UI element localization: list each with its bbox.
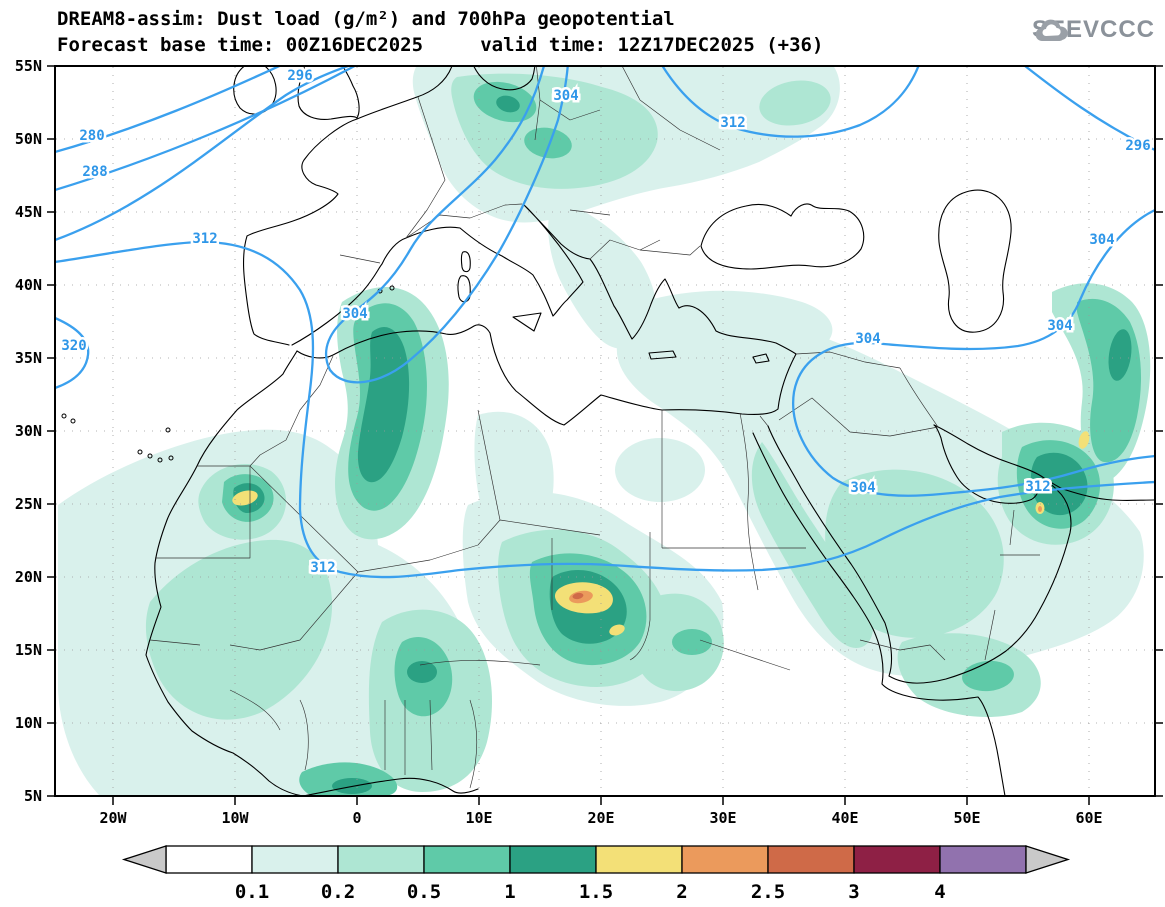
lon-label: 60E [1075,809,1102,827]
lat-label: 20N [15,568,42,586]
cyprus [752,353,770,364]
seevccc-logo: SEEVCCC [1032,16,1155,44]
geopotential-label: 304 [850,480,875,496]
colorbar-cell [681,845,769,874]
lon-label: 40E [831,809,858,827]
coastline-path [305,777,479,795]
nile-river [739,412,759,591]
geopotential-label: 296 [1125,138,1150,154]
lon-label: 0 [352,809,361,827]
colorbar-cell [337,845,425,874]
corsica [460,251,471,273]
lat-label: 35N [15,349,42,367]
contour-320 [56,317,90,389]
caspian-sea [938,189,1012,333]
colorbar-cell [509,845,597,874]
lat-label: 5N [24,787,42,805]
geopotential-labels: 280 288 296 304 312 296 312 304 320 304 304 304 304 3… [59,67,1153,579]
lon-label: 10W [221,809,249,827]
lon-label: 10E [465,809,492,827]
geopotential-label: 280 [79,128,104,144]
colorbar-label: 0.2 [321,881,355,903]
dust-level-2.5 [572,592,584,600]
colorbar-cell [595,845,683,874]
colorbar-label: 0.5 [407,881,441,903]
chart-title: DREAM8-assim: Dust load (g/m²) and 700hP… [57,8,675,30]
geopotential-label: 304 [553,88,578,104]
lon-label: 30E [709,809,736,827]
colorbar-cell [251,845,339,874]
sicily [512,312,542,332]
contour-296 [56,67,349,241]
baltic [473,67,536,91]
geopotential-label: 288 [82,164,107,180]
axis-labels: 55N 50N 45N 40N 35N 30N 25N 20N 15N 10N 5N 20W 10W 0 1… [15,57,1103,827]
coastline-path [752,432,1006,795]
contour-304-trough [325,67,569,384]
chart-subtitle: Forecast base time: 00Z16DEC2025 valid t… [57,34,824,56]
coastlines [61,67,1154,795]
colorbar-cell [767,845,855,874]
colorbar-label: 3 [848,881,859,903]
colorbar-arrow-left [121,845,167,874]
colorbar-label: 1.5 [579,881,613,903]
axis-ticks [47,65,1163,805]
colorbar-legend: 0.1 0.2 0.5 1 1.5 2 2.5 3 4 [121,845,1071,903]
dust-load-fills [58,67,1151,795]
colorbar-arrow-right [1025,845,1071,874]
contour-304-east-loop [792,209,1154,497]
geopotential-label: 312 [310,560,335,576]
contour-312-north [661,67,920,138]
geopotential-label: 304 [1047,318,1072,334]
coastline-path [242,67,453,346]
geopotential-label: 304 [1089,232,1114,248]
colorbar-cell [165,845,253,874]
country-borders [149,67,1040,789]
lat-label: 50N [15,130,42,148]
colorbar-label: 4 [934,881,945,903]
geopotential-contours [56,67,1154,579]
lat-label: 40N [15,276,42,294]
colorbar-cell [939,845,1027,874]
lon-label: 50E [953,809,980,827]
lon-label: 20E [587,809,614,827]
geopotential-label: 312 [192,231,217,247]
colorbar-cell [423,845,511,874]
coastline-path [296,324,797,426]
contour-296-east [1024,67,1154,151]
lat-label: 55N [15,57,42,75]
coastline-path [933,424,1154,501]
cloud-icon [1035,19,1068,41]
colorbar-label: 0.1 [235,881,269,903]
britain [297,67,360,120]
geopotential-label: 320 [61,338,86,354]
lat-label: 30N [15,422,42,440]
contour-288 [56,67,356,191]
geopotential-label: 296 [287,68,312,84]
colorbar-label: 2.5 [751,881,785,903]
colorbar-label: 1 [504,881,515,903]
lon-label: 20W [99,809,127,827]
colorbar-cell [853,845,941,874]
contour-280 [56,67,280,153]
geopotential-label: 312 [1025,479,1050,495]
geopotential-label: 304 [855,331,880,347]
contour-312-long [56,240,1154,579]
lat-label: 15N [15,641,42,659]
black-sea [700,203,865,270]
chart-header: DREAM8-assim: Dust load (g/m²) and 700hP… [57,6,823,58]
geopotential-label: 312 [720,115,745,131]
crete [648,350,677,360]
geopotential-label: 304 [342,306,367,322]
lat-label: 45N [15,203,42,221]
coastline-path [145,350,301,795]
lat-label: 10N [15,714,42,732]
colorbar-label: 2 [676,881,687,903]
lat-label: 25N [15,495,42,513]
